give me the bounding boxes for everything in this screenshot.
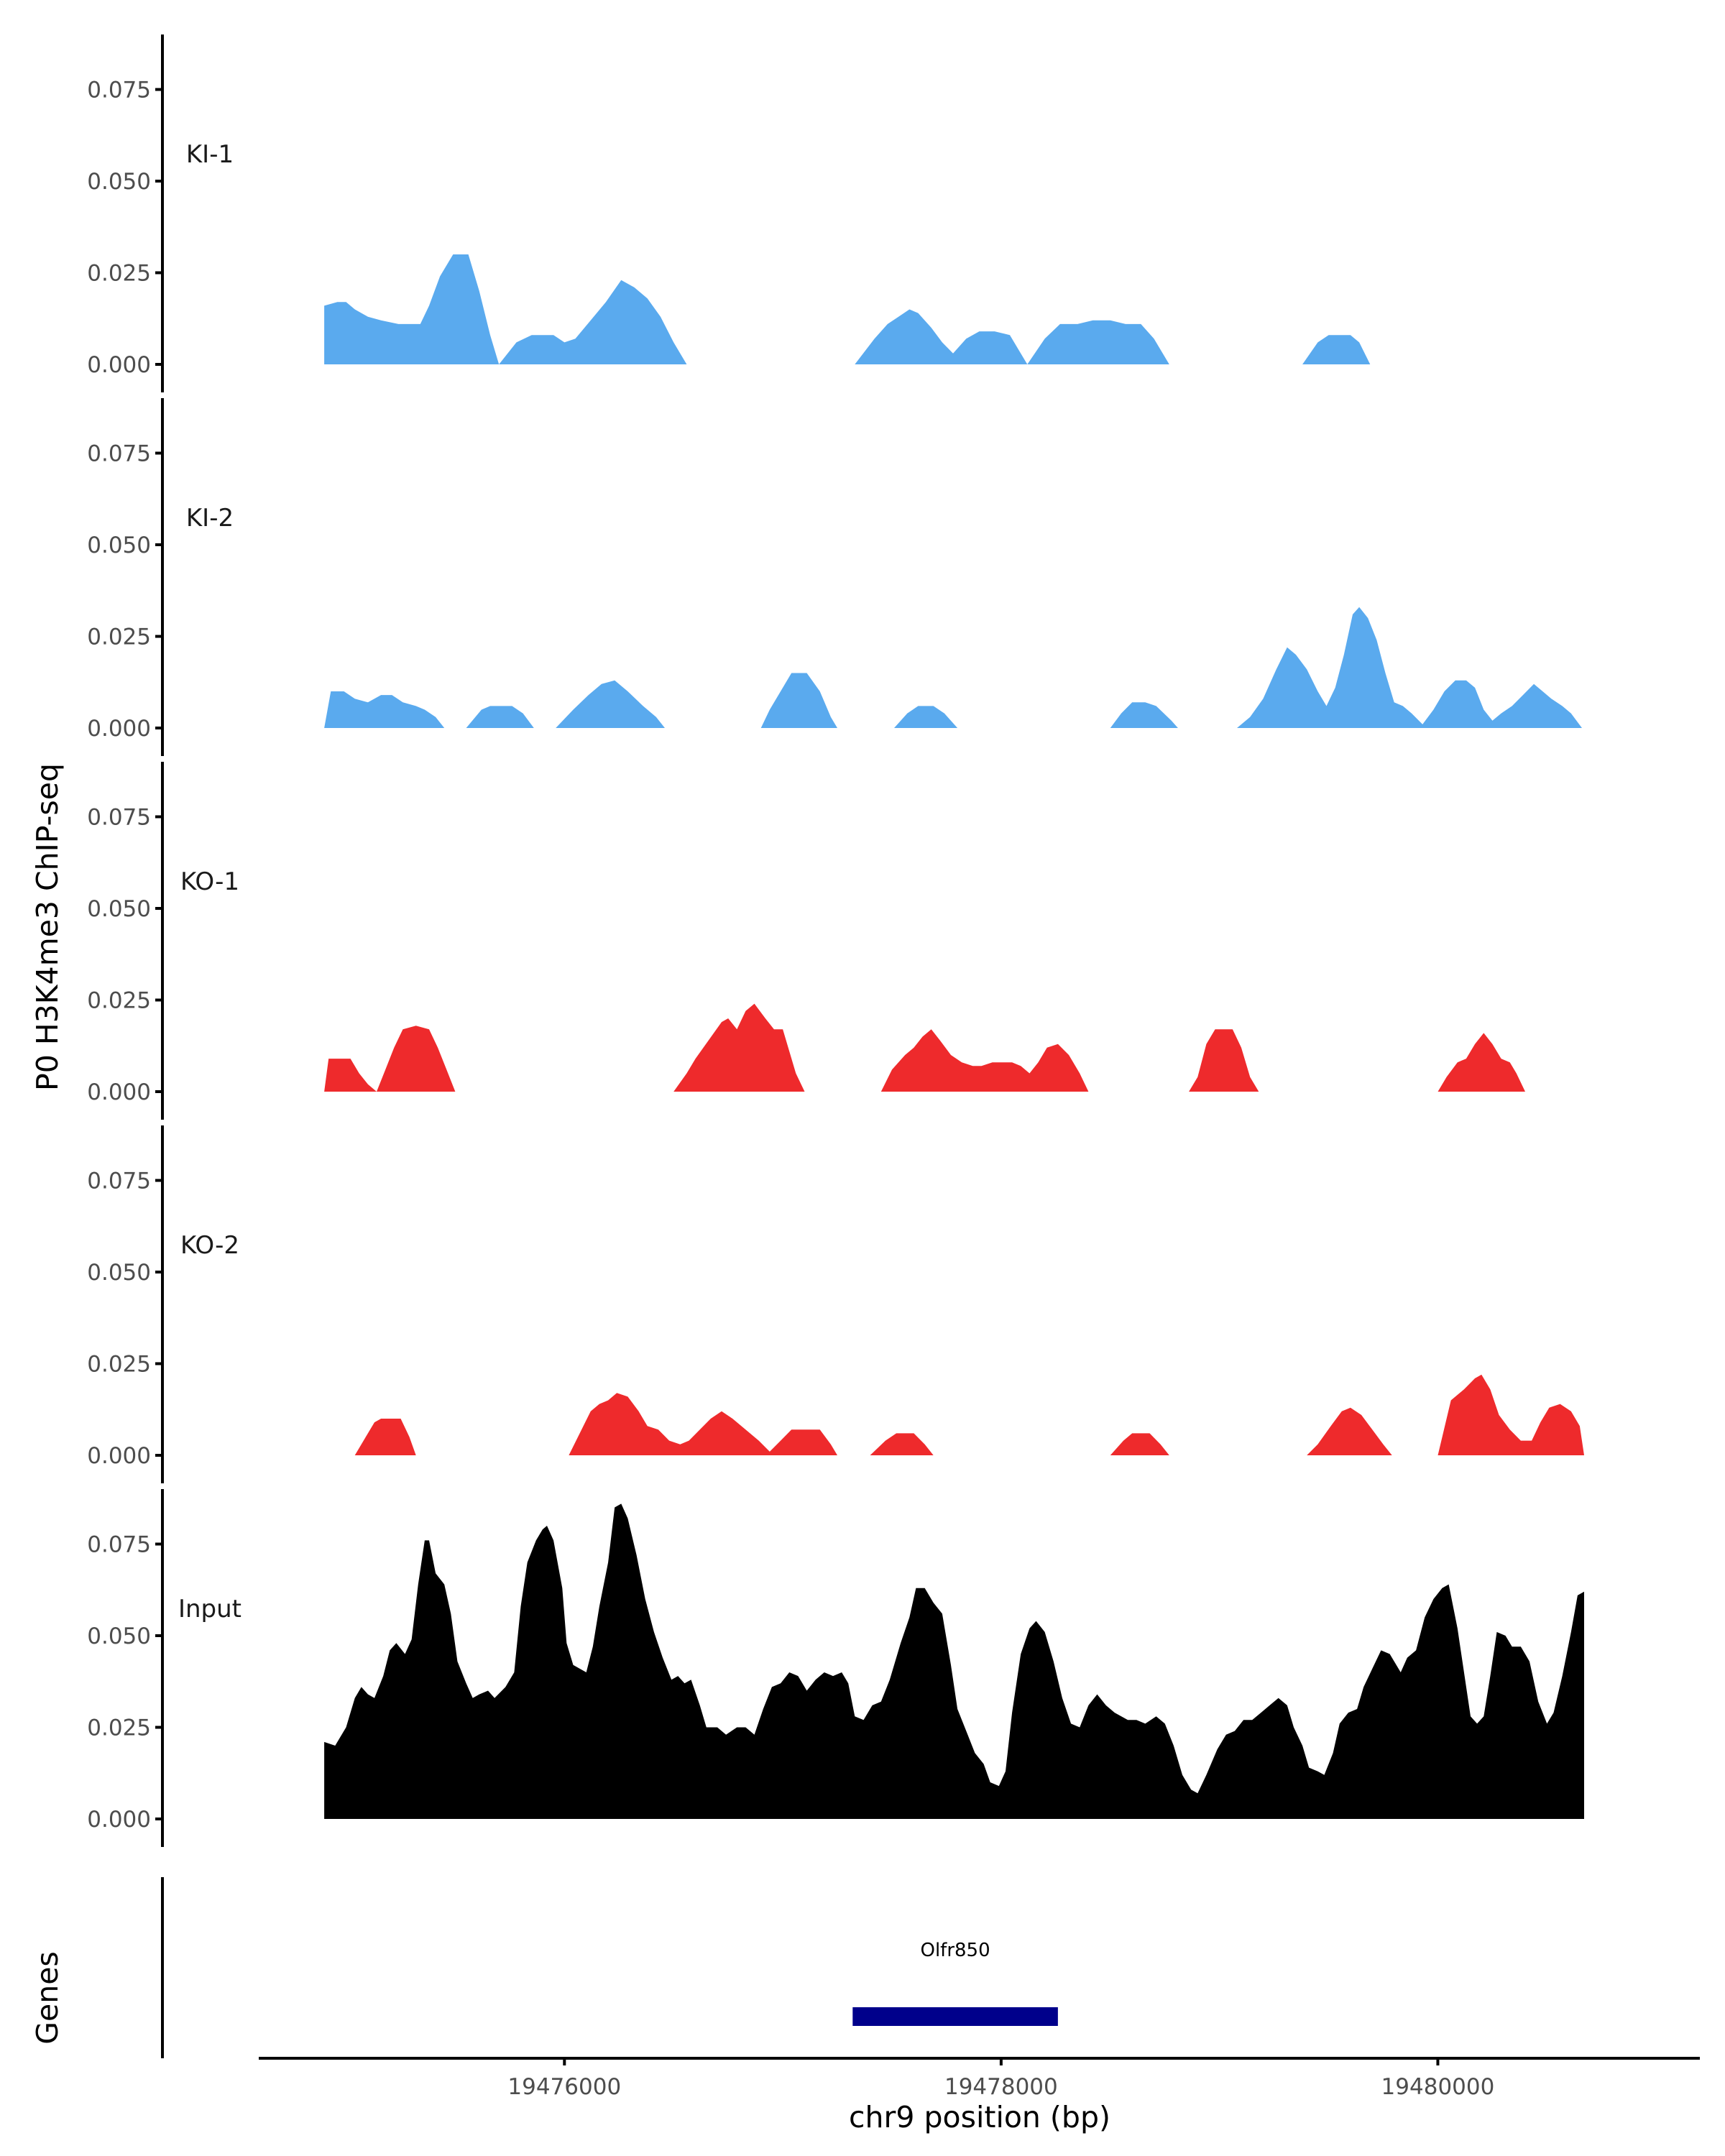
track-ko-2: 0.000 0.025 0.050 0.075 KO-2 bbox=[87, 1125, 1584, 1483]
y-tick-label: 0.000 bbox=[87, 352, 151, 378]
x-tick-label: 19478000 bbox=[944, 2074, 1058, 2100]
y-tick-label: 0.050 bbox=[87, 533, 151, 558]
y-tick-label: 0.025 bbox=[87, 1715, 151, 1741]
y-tick-label: 0.025 bbox=[87, 261, 151, 287]
y-tick-label: 0.000 bbox=[87, 716, 151, 742]
y-tick-label: 0.075 bbox=[87, 78, 151, 103]
signal-area bbox=[377, 1026, 456, 1092]
signal-area bbox=[870, 1433, 934, 1455]
signal-area bbox=[1302, 335, 1371, 364]
signal-area bbox=[673, 1003, 805, 1092]
signal-area bbox=[324, 1503, 1585, 1819]
y-tick-label: 0.075 bbox=[87, 441, 151, 467]
signal-area bbox=[1237, 607, 1582, 728]
signal-area bbox=[760, 673, 837, 728]
genes-panel: Olfr850 bbox=[161, 1877, 1058, 2058]
signal-area bbox=[354, 1419, 416, 1455]
y-tick-label: 0.050 bbox=[87, 169, 151, 195]
y-tick-label: 0.000 bbox=[87, 1443, 151, 1469]
y-tick-label: 0.025 bbox=[87, 1352, 151, 1378]
signal-area bbox=[894, 706, 958, 728]
y-tick-label: 0.050 bbox=[87, 1623, 151, 1649]
signal-area bbox=[1110, 1433, 1169, 1455]
signal-area bbox=[556, 680, 665, 728]
tracks-layer: 0.0000.0250.0500.075KI-10.0000.0250.0500… bbox=[87, 34, 1585, 1847]
gene-bar bbox=[852, 2007, 1058, 2026]
y-tick-label: 0.050 bbox=[87, 1260, 151, 1286]
signal-area bbox=[466, 706, 534, 728]
x-tick-label: 19480000 bbox=[1381, 2074, 1495, 2100]
track-input: 0.000 0.025 0.050 0.075 Input bbox=[87, 1489, 1585, 1847]
y-tick-label: 0.025 bbox=[87, 625, 151, 650]
x-axis-title: chr9 position (bp) bbox=[849, 2100, 1110, 2134]
track-ki-1: 0.000 0.025 0.050 0.075 KI-1 bbox=[87, 34, 1371, 392]
signal-area bbox=[324, 254, 500, 364]
signal-area bbox=[1438, 1374, 1584, 1455]
y-tick-label: 0.000 bbox=[87, 1807, 151, 1833]
y-tick-label: 0.025 bbox=[87, 988, 151, 1014]
y-tick-label: 0.075 bbox=[87, 805, 151, 831]
track-label: KI-1 bbox=[186, 140, 234, 169]
signal-area bbox=[1438, 1033, 1525, 1092]
signal-area bbox=[1027, 320, 1169, 364]
y-tick-label: 0.075 bbox=[87, 1532, 151, 1558]
x-axis: 19476000 19478000 19480000 bbox=[259, 2057, 1700, 2100]
x-tick-label: 19476000 bbox=[507, 2074, 621, 2100]
signal-area bbox=[324, 691, 445, 728]
track-label: Input bbox=[178, 1595, 242, 1623]
genes-axis-title: Genes bbox=[30, 1951, 65, 2045]
track-ki-2: 0.000 0.025 0.050 0.075 KI-2 bbox=[87, 398, 1582, 756]
track-label: KO-2 bbox=[180, 1231, 239, 1260]
y-tick-label: 0.075 bbox=[87, 1169, 151, 1194]
track-label: KO-1 bbox=[180, 867, 239, 896]
gene-label: Olfr850 bbox=[920, 1940, 990, 1961]
signal-area bbox=[1307, 1407, 1392, 1455]
y-tick-label: 0.000 bbox=[87, 1079, 151, 1105]
track-label: KI-2 bbox=[186, 504, 234, 533]
signal-area bbox=[499, 280, 687, 364]
y-axis-title: P0 H3K4me3 ChIP-seq bbox=[30, 763, 65, 1091]
signal-area bbox=[569, 1393, 837, 1455]
signal-area bbox=[324, 1059, 377, 1092]
signal-area bbox=[855, 309, 1028, 364]
y-tick-label: 0.050 bbox=[87, 896, 151, 922]
track-ko-1: 0.000 0.025 0.050 0.075 KO-1 bbox=[87, 762, 1525, 1120]
signal-area bbox=[1110, 702, 1178, 728]
signal-area bbox=[1189, 1029, 1259, 1092]
signal-area bbox=[880, 1029, 1089, 1092]
